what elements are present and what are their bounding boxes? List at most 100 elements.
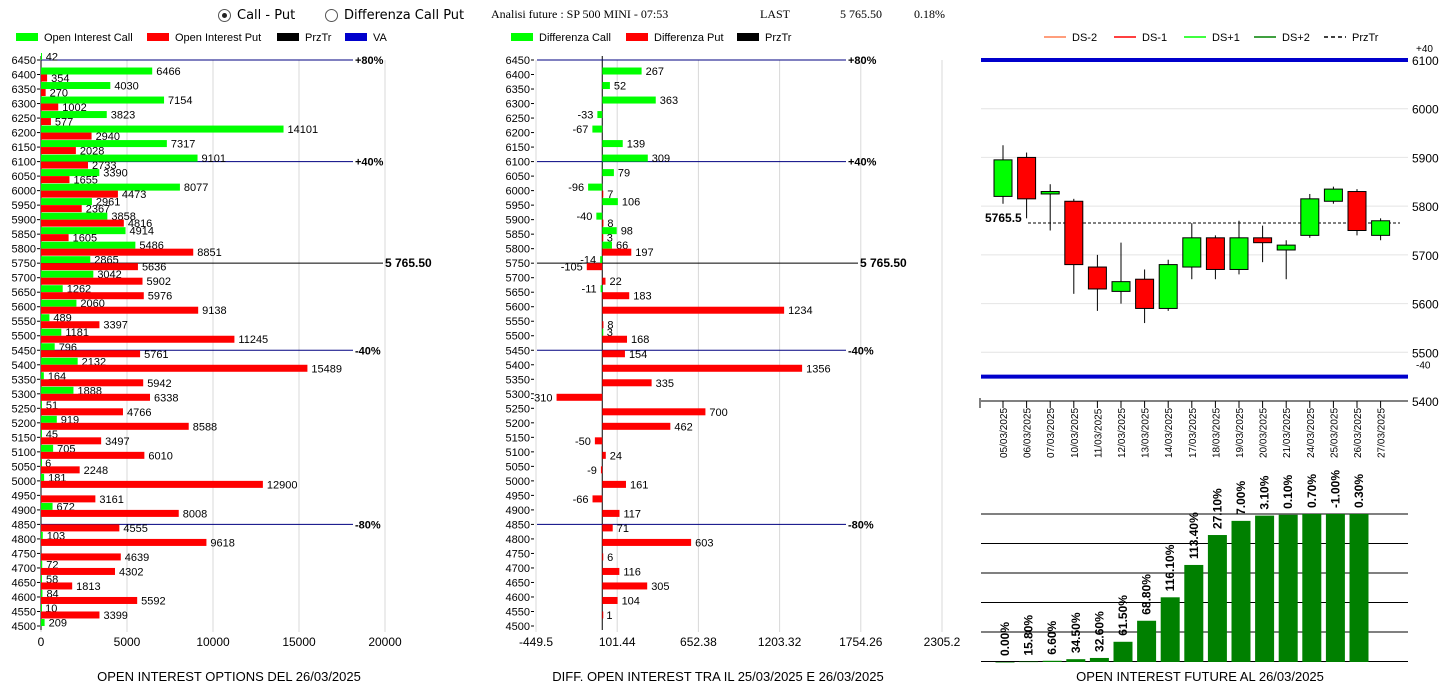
bar-call bbox=[41, 444, 54, 452]
bar-call bbox=[41, 531, 43, 539]
strike-label: 6050 bbox=[12, 171, 36, 183]
bar-call bbox=[41, 169, 100, 177]
bar-put bbox=[41, 306, 199, 314]
data-label: 9138 bbox=[202, 305, 226, 317]
strike-label: 4500 bbox=[12, 621, 36, 633]
strike-label: 5000 bbox=[506, 476, 530, 488]
radio-call-put[interactable]: Call - Put bbox=[218, 8, 295, 23]
legend-swatch bbox=[277, 33, 299, 41]
strike-label: 6200 bbox=[12, 128, 36, 140]
bar-put bbox=[41, 524, 120, 532]
data-label: 168 bbox=[631, 334, 649, 346]
bar-call bbox=[602, 96, 656, 104]
strike-label: 6150 bbox=[12, 142, 36, 154]
strike-label: 6350 bbox=[506, 84, 530, 96]
data-label: 154 bbox=[629, 349, 647, 361]
reference-label: +80% bbox=[848, 55, 877, 67]
bar-call bbox=[41, 212, 108, 220]
data-label: 7154 bbox=[168, 95, 192, 107]
bar-put bbox=[592, 495, 603, 503]
candle-body bbox=[1276, 244, 1296, 251]
bar-put bbox=[41, 364, 308, 372]
data-label: 4030 bbox=[114, 81, 138, 93]
data-label: 139 bbox=[627, 139, 645, 151]
strike-label: 4950 bbox=[506, 490, 530, 502]
bar-value-label: 116.10% bbox=[1163, 544, 1177, 591]
strike-label: 5250 bbox=[506, 403, 530, 415]
strike-label: 6250 bbox=[12, 113, 36, 125]
strike-label: 5000 bbox=[12, 476, 36, 488]
open-interest-chart: Open Interest Call Open Interest Put PrzTr… bbox=[12, 32, 433, 684]
bar-put bbox=[602, 379, 652, 387]
radio-diff-call-put[interactable]: Differenza Call Put bbox=[325, 8, 464, 23]
bar-call bbox=[41, 575, 42, 583]
data-label: 2248 bbox=[84, 465, 108, 477]
strike-label: 4900 bbox=[12, 505, 36, 517]
strike-label: 5850 bbox=[506, 229, 530, 241]
bar-put bbox=[602, 277, 606, 285]
y-tick-label: 5500 bbox=[1412, 346, 1439, 360]
data-label: 8008 bbox=[183, 508, 207, 520]
bar-value-label: 0.30% bbox=[1352, 474, 1366, 508]
bar-put bbox=[41, 466, 80, 474]
legend-label: PrzTr bbox=[305, 32, 332, 44]
data-label: 197 bbox=[635, 247, 653, 259]
strike-label: 4550 bbox=[506, 606, 530, 618]
data-label: 6338 bbox=[154, 392, 178, 404]
legend-swatch bbox=[345, 33, 367, 41]
strike-label: 4800 bbox=[506, 534, 530, 546]
reference-label: +40% bbox=[355, 157, 384, 169]
data-label: 71 bbox=[617, 523, 629, 535]
strike-label: 6200 bbox=[506, 128, 530, 140]
bar-call bbox=[41, 560, 43, 568]
bar-put bbox=[602, 190, 604, 198]
bar-put bbox=[41, 495, 96, 503]
date-label: 12/03/2025 bbox=[1117, 408, 1128, 458]
strike-label: 5500 bbox=[12, 331, 36, 343]
data-label: 577 bbox=[55, 117, 73, 129]
strike-label: 5450 bbox=[12, 345, 36, 357]
data-label: 11245 bbox=[238, 334, 268, 346]
bar-call bbox=[41, 67, 153, 75]
data-label: 5976 bbox=[148, 291, 172, 303]
bar-call bbox=[41, 430, 42, 438]
legend-swatch bbox=[147, 33, 169, 41]
strike-label: 6000 bbox=[12, 186, 36, 198]
data-label: -105 bbox=[561, 262, 583, 274]
legend-label: DS-2 bbox=[1072, 32, 1097, 44]
future-oi-bar bbox=[995, 662, 1015, 663]
candle-body bbox=[1111, 281, 1131, 292]
strike-label: 4600 bbox=[506, 592, 530, 604]
y-tick-label: 5900 bbox=[1412, 151, 1439, 165]
future-oi-bar bbox=[1184, 564, 1204, 662]
x-tick-label: -449.5 bbox=[519, 635, 553, 649]
date-label: 26/03/2025 bbox=[1353, 408, 1364, 458]
date-label: 18/03/2025 bbox=[1211, 408, 1222, 458]
data-label: 1356 bbox=[806, 363, 830, 375]
data-label: 2028 bbox=[80, 146, 104, 158]
data-label: 1655 bbox=[73, 175, 97, 187]
data-label: 603 bbox=[695, 537, 713, 549]
bar-put bbox=[41, 205, 82, 213]
candle-body bbox=[1300, 198, 1320, 236]
bar-call bbox=[596, 212, 603, 220]
data-label: -67 bbox=[572, 124, 588, 136]
future-oi-bar bbox=[1113, 641, 1133, 662]
data-label: 15489 bbox=[311, 363, 342, 375]
bar-put bbox=[602, 524, 613, 532]
strike-label: 5550 bbox=[12, 316, 36, 328]
bar-put bbox=[41, 132, 92, 140]
legend-label: PrzTr bbox=[765, 32, 792, 44]
candlestick-chart: DS-2 DS-1 DS+1 DS+2 PrzTr 6100 6000 5900 5800 570… bbox=[979, 32, 1439, 458]
strike-label: 5900 bbox=[12, 215, 36, 227]
bar-call bbox=[41, 604, 42, 612]
y-tick-label: 5700 bbox=[1412, 249, 1439, 263]
candle-body bbox=[993, 159, 1013, 197]
bar-put bbox=[602, 553, 604, 561]
strike-label: 5800 bbox=[12, 244, 36, 256]
future-oi-bar bbox=[1231, 520, 1251, 662]
strike-label: 6250 bbox=[506, 113, 530, 125]
bar-put bbox=[602, 321, 604, 329]
data-label: 1605 bbox=[73, 233, 97, 245]
strike-label: 5300 bbox=[506, 389, 530, 401]
